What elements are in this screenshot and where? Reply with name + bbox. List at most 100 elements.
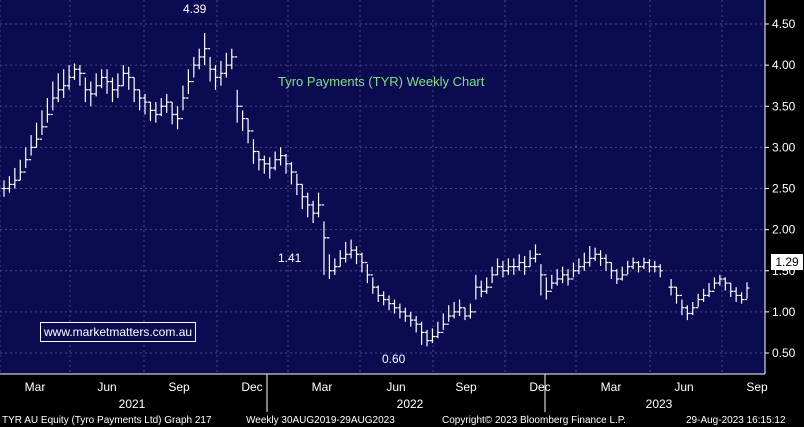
ohlc-bar — [532, 244, 538, 263]
ohlc-bar — [739, 292, 745, 304]
ohlc-bar — [137, 89, 143, 111]
ohlc-bar — [153, 102, 159, 123]
ohlc-bar — [467, 303, 473, 319]
ohlc-bar — [147, 101, 153, 122]
ohlc-bar — [250, 130, 256, 164]
x-month-label: Sep — [168, 380, 190, 394]
footer-timestamp: 29-Aug-2023 16:15:12 — [686, 415, 786, 426]
ohlc-bar — [348, 239, 354, 259]
ohlc-bar — [489, 266, 495, 288]
x-year-label: 2021 — [119, 397, 146, 411]
ohlc-bar — [234, 56, 240, 123]
footer-period: Weekly 30AUG2019-29AUG2023 — [246, 415, 395, 426]
ohlc-bar — [196, 48, 202, 70]
ohlc-bar — [554, 269, 560, 286]
ohlc-bar — [505, 258, 511, 275]
ohlc-bar — [164, 93, 170, 113]
y-tick-label: 3.00 — [772, 140, 796, 154]
ohlc-bar — [576, 258, 582, 275]
x-month-label: Mar — [312, 380, 333, 394]
y-tick-label: 3.50 — [772, 99, 796, 113]
ohlc-bar — [267, 157, 273, 179]
ohlc-bar — [326, 237, 332, 279]
ohlc-bar — [570, 262, 576, 280]
ohlc-bar — [527, 250, 533, 268]
ohlc-bar — [646, 259, 652, 273]
ohlc-bar — [61, 69, 67, 99]
ohlc-bar — [370, 274, 376, 294]
ohlc-bar — [375, 285, 381, 303]
x-month-label: Jun — [97, 380, 116, 394]
ohlc-bar — [72, 63, 78, 80]
x-month-label: Mar — [25, 380, 46, 394]
ohlc-bar — [99, 69, 105, 89]
ohlc-bar — [278, 147, 284, 166]
ohlc-bar — [288, 162, 294, 185]
x-month-label: Sep — [455, 380, 477, 394]
y-tick-label: 0.50 — [772, 346, 796, 360]
ohlc-bar — [625, 260, 631, 276]
ohlc-bar — [294, 171, 300, 196]
ohlc-bar — [484, 277, 490, 294]
x-year-label: 2022 — [397, 397, 424, 411]
ohlc-bar — [538, 253, 544, 296]
ohlc-bar — [256, 150, 262, 171]
gridlines — [0, 0, 765, 374]
x-month-label: Dec — [241, 380, 262, 394]
ohlc-bar — [598, 250, 604, 266]
ohlc-bar — [93, 73, 99, 97]
ohlc-bar — [50, 81, 56, 116]
y-tick-label: 4.50 — [772, 17, 796, 31]
ohlc-bar — [272, 151, 278, 171]
ohlc-bar — [500, 260, 506, 278]
ohlc-bar — [695, 293, 701, 309]
ohlc-bar — [706, 283, 712, 298]
ohlc-bar — [223, 52, 229, 78]
ohlc-bar — [66, 65, 72, 90]
ohlc-bar — [522, 255, 528, 275]
ohlc-bar — [299, 183, 305, 210]
y-tick-label: 1.00 — [772, 305, 796, 319]
ohlc-bar — [446, 305, 452, 325]
ohlc-bar — [158, 98, 164, 117]
ohlc-bars — [1, 33, 750, 347]
ohlc-bar — [343, 241, 349, 263]
x-month-label: Mar — [601, 380, 622, 394]
ohlc-bar — [603, 254, 609, 271]
x-axis: Mar Jun Sep Dec Mar Jun Sep Dec Mar Jun Sep 2021 202… — [0, 373, 768, 412]
ohlc-bar — [109, 77, 115, 103]
ohlc-bar — [543, 274, 549, 300]
ohlc-bar — [451, 302, 457, 319]
ohlc-bar — [169, 101, 175, 125]
ohlc-bar — [641, 257, 647, 270]
ohlc-bar — [560, 266, 566, 284]
ohlc-bar — [364, 261, 370, 284]
ohlc-bar — [332, 258, 338, 275]
footer-bar: TYR AU Equity (Tyro Payments Ltd) Graph … — [0, 414, 804, 427]
ohlc-bar — [115, 73, 121, 99]
x-month-label: Dec — [529, 380, 550, 394]
ohlc-bar — [402, 307, 408, 322]
ohlc-bar — [733, 287, 739, 303]
ohlc-bar — [581, 252, 587, 271]
ohlc-bar — [630, 257, 636, 270]
ohlc-bar — [424, 329, 430, 347]
ohlc-bar — [381, 291, 387, 306]
y-tick-label: 4.00 — [772, 58, 796, 72]
ohlc-bar — [44, 98, 50, 128]
footer-copyright: Copyright© 2023 Bloomberg Finance L.P. — [442, 415, 626, 426]
ohlc-bar — [180, 85, 186, 120]
ohlc-bar — [619, 266, 625, 281]
ohlc-bar — [413, 315, 419, 333]
ohlc-bar — [104, 69, 110, 94]
ohlc-bar — [457, 299, 463, 316]
ohlc-bar — [690, 302, 696, 316]
ohlc-bar — [142, 93, 148, 115]
ohlc-bar — [88, 81, 94, 107]
ohlc-bar — [440, 313, 446, 334]
x-year-label: 2023 — [646, 397, 673, 411]
ohlc-bar — [495, 258, 501, 276]
ohlc-bar — [28, 135, 34, 161]
ohlc-bar — [202, 33, 208, 66]
ohlc-bar — [614, 269, 620, 284]
